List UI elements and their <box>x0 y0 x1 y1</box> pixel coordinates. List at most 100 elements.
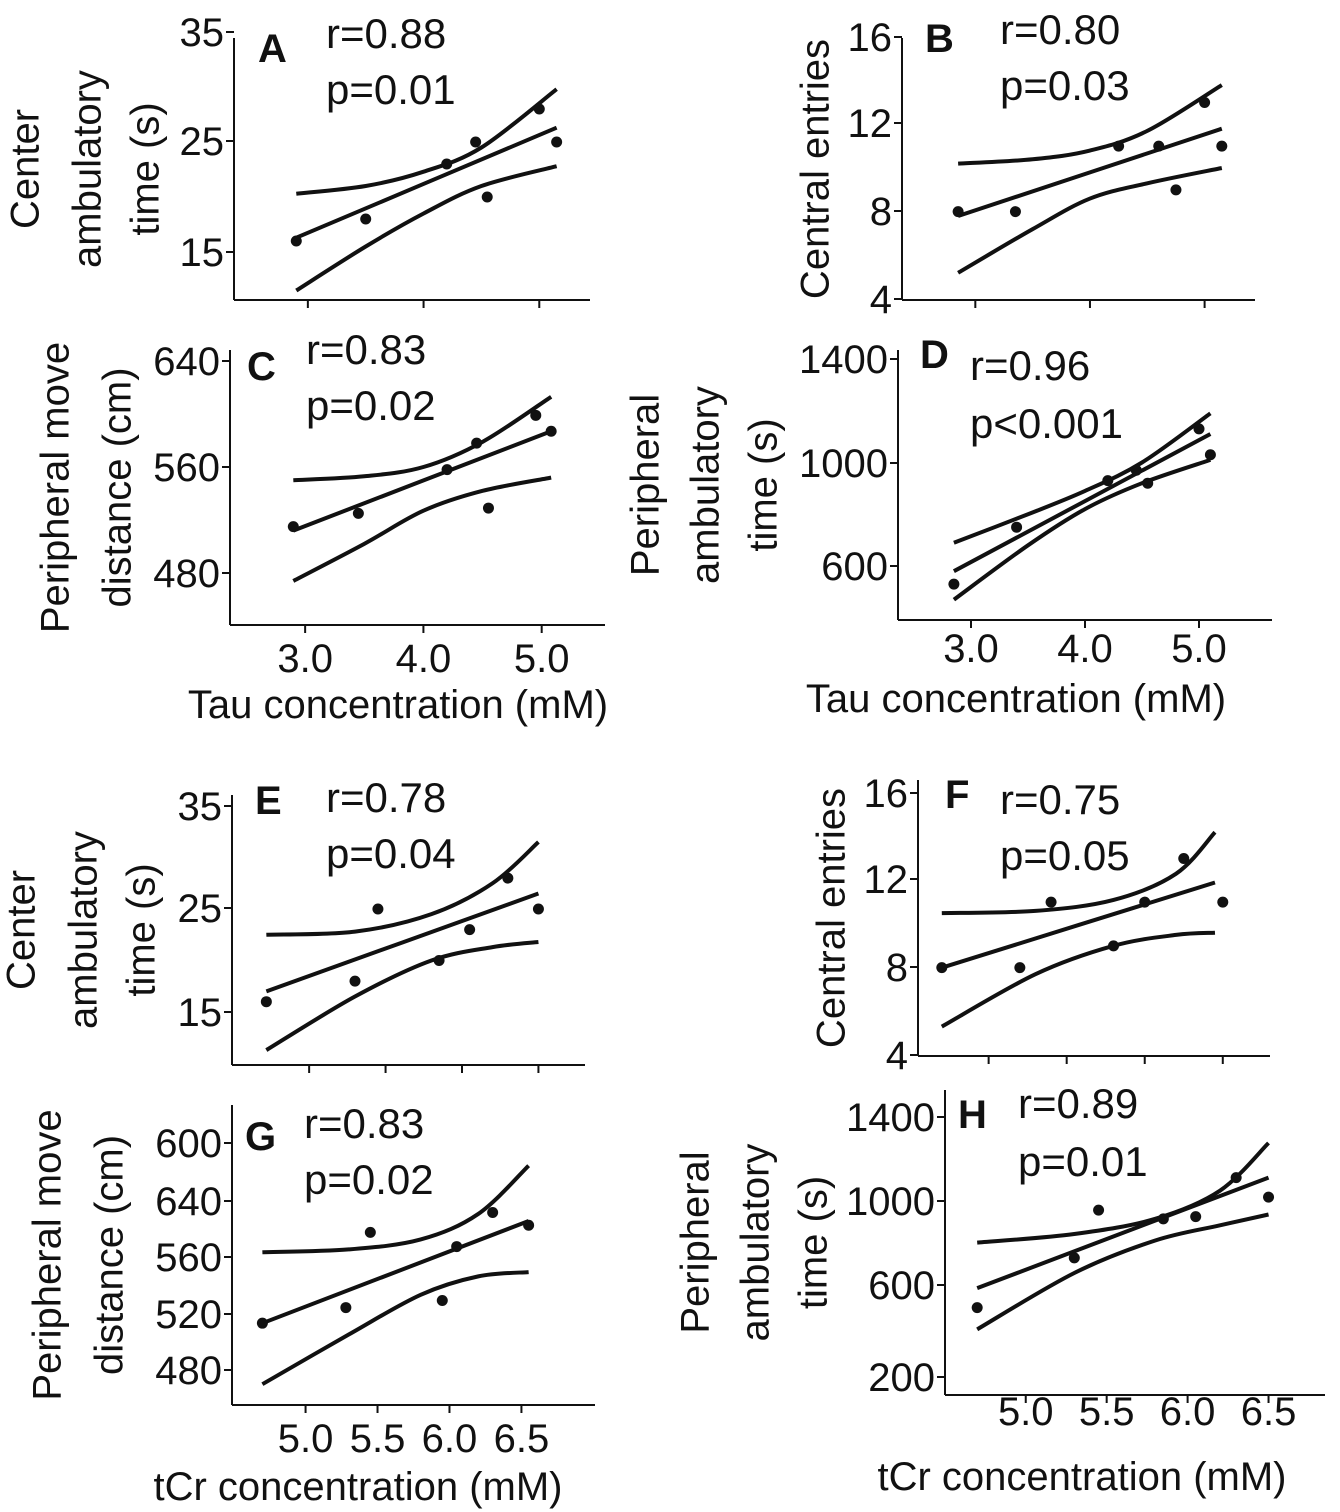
y-tick-label: 1400 <box>846 1096 935 1140</box>
data-point <box>487 1207 499 1219</box>
y-axis-label: time (s) <box>120 863 164 996</box>
y-axis-label: Peripheral move <box>26 1109 70 1400</box>
x-tick-label: 5.5 <box>1079 1390 1135 1434</box>
y-axis-label: ambulatory <box>684 386 728 584</box>
panel-letter: A <box>258 27 287 71</box>
x-tick-label: 6.0 <box>422 1417 478 1461</box>
data-point <box>532 903 544 915</box>
y-axis-label: ambulatory <box>62 831 106 1029</box>
y-tick-label: 1000 <box>799 442 888 486</box>
panel-letter: F <box>945 773 969 817</box>
y-tick-label: 35 <box>180 11 225 55</box>
y-tick-label: 25 <box>180 120 225 164</box>
x-tick-label: 3.0 <box>277 637 333 681</box>
data-point <box>1113 140 1125 152</box>
panel-c: 480 560 640 3.0 4.0 5.0 C r=0.83 p=0.02 Periphera… <box>34 326 609 727</box>
panel-h: 200 600 1000 1400 5.0 5.5 6.0 6.5 H r=0.89 p=0.01 P… <box>674 1080 1325 1499</box>
fit-line <box>957 126 1223 218</box>
y-axis-label: time (s) <box>124 102 168 235</box>
x-axis-label: Tau concentration (mM) <box>188 683 608 727</box>
x-tick-label: 6.5 <box>1241 1390 1297 1434</box>
ci-lower-line <box>265 939 539 1052</box>
y-tick-label: 520 <box>155 1293 222 1337</box>
y-tick-label: 4 <box>870 278 892 322</box>
data-point <box>1193 423 1205 435</box>
y-axis-label: time (s) <box>742 418 786 551</box>
data-point <box>481 191 493 203</box>
y-tick-label: 16 <box>864 772 909 816</box>
data-point <box>1217 896 1229 908</box>
data-point <box>349 975 361 987</box>
data-point <box>287 521 299 533</box>
ci-lower-line <box>292 475 552 583</box>
x-tick-label: 5.0 <box>1171 627 1227 671</box>
ci-upper-line <box>262 1164 531 1255</box>
r-value: r=0.80 <box>1000 6 1120 53</box>
ci-lower-line <box>261 1270 529 1386</box>
data-point <box>1190 1211 1202 1223</box>
data-point <box>1170 184 1182 196</box>
data-point <box>551 136 563 148</box>
y-tick-label: 16 <box>848 16 893 60</box>
ci-lower-line <box>295 164 558 293</box>
data-point <box>1108 940 1120 952</box>
data-point <box>1216 140 1228 152</box>
data-point <box>1263 1191 1275 1203</box>
y-axis-label: Center <box>0 870 44 990</box>
y-tick-label: 560 <box>153 446 220 490</box>
y-tick-label: 8 <box>886 946 908 990</box>
x-axis-label: tCr concentration (mM) <box>878 1455 1287 1499</box>
y-tick-label: 8 <box>870 190 892 234</box>
x-tick-label: 5.0 <box>998 1390 1054 1434</box>
ci-upper-line <box>296 87 558 196</box>
data-point <box>451 1241 463 1253</box>
y-tick-label: 600 <box>821 545 888 589</box>
fit-line <box>976 1175 1270 1291</box>
data-point <box>372 903 384 915</box>
y-axis-label: Peripheral <box>674 1151 718 1333</box>
y-tick-label: 1000 <box>846 1180 935 1224</box>
data-point <box>482 502 494 514</box>
r-value: r=0.75 <box>1000 776 1120 823</box>
y-axis-label: distance (cm) <box>88 1135 132 1375</box>
ci-upper-line <box>953 411 1212 545</box>
y-axis-label: Peripheral move <box>34 342 78 633</box>
data-point <box>1139 896 1151 908</box>
y-axis-label: ambulatory <box>734 1144 778 1342</box>
p-value: p=0.03 <box>1000 62 1130 109</box>
y-tick-label: 640 <box>153 340 220 384</box>
y-tick-label: 1400 <box>799 338 888 382</box>
y-tick-label: 12 <box>864 858 909 902</box>
fit-line <box>292 429 552 533</box>
data-point <box>352 507 364 519</box>
data-point <box>256 1317 268 1329</box>
data-point <box>1199 97 1211 108</box>
data-point <box>1142 477 1154 489</box>
data-point <box>523 1219 535 1231</box>
panel-letter: D <box>920 333 949 377</box>
x-tick-label: 5.0 <box>514 637 570 681</box>
y-axis-label: Peripheral <box>624 394 668 576</box>
r-value: r=0.89 <box>1018 1080 1138 1127</box>
x-tick-label: 4.0 <box>396 637 452 681</box>
data-point <box>290 235 302 247</box>
data-point <box>471 437 483 449</box>
data-point <box>1009 206 1021 218</box>
y-axis-label: ambulatory <box>66 70 110 268</box>
r-value: r=0.83 <box>306 326 426 373</box>
fit-line <box>941 880 1216 970</box>
data-point <box>545 425 557 437</box>
ci-lower-line <box>952 458 1212 602</box>
y-axis-label: time (s) <box>792 1176 836 1309</box>
data-point <box>441 158 453 170</box>
fit-line <box>265 891 540 994</box>
data-point <box>470 136 482 148</box>
data-point <box>1014 962 1026 974</box>
ci-upper-line <box>941 830 1217 916</box>
ci-lower-line <box>940 930 1216 1029</box>
y-axis-label: Central entries <box>810 788 854 1048</box>
p-value: p=0.01 <box>326 66 456 113</box>
p-value: p=0.05 <box>1000 832 1130 879</box>
x-tick-label: 3.0 <box>943 627 999 671</box>
